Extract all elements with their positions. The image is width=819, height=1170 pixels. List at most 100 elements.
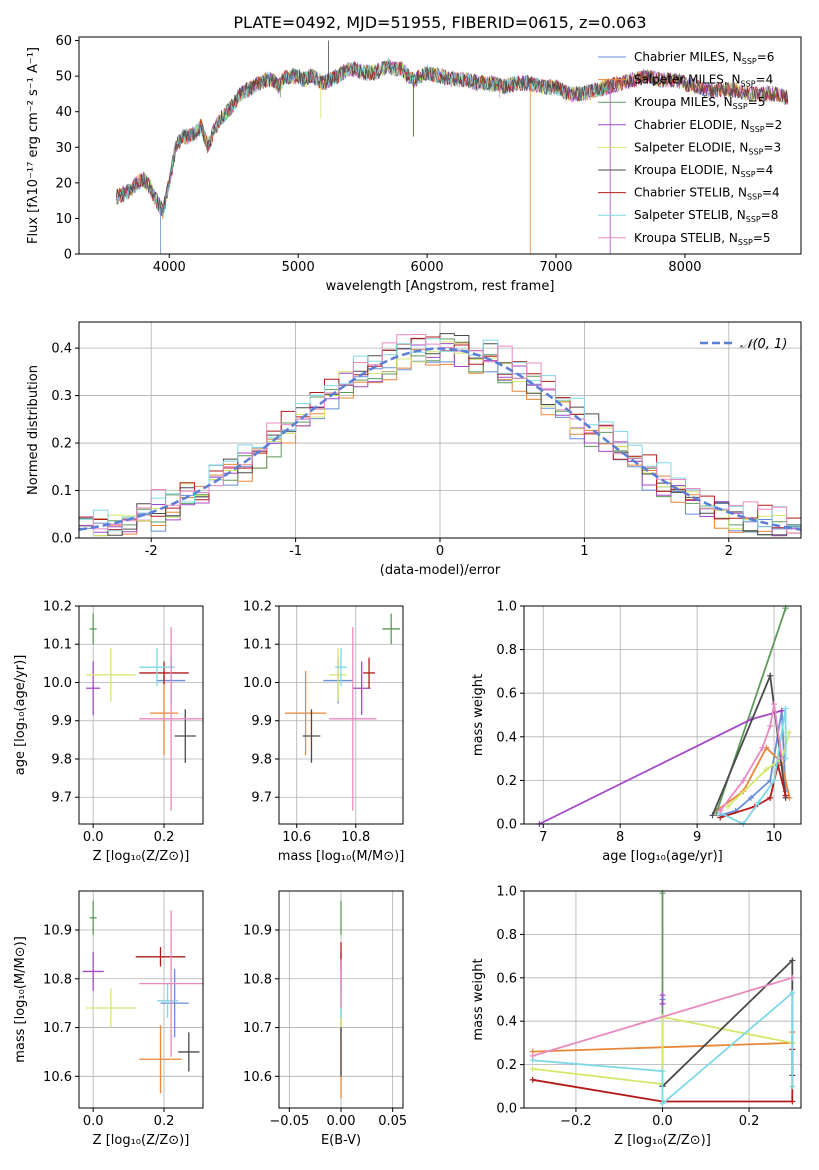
data-point <box>135 947 186 967</box>
legend-label: Kroupa MILES, NSSP=5 <box>634 95 765 111</box>
y-tick-label: 40 <box>55 105 72 120</box>
chart-mass_vs_Z: 0.0 0.2 10.6 10.7 10.8 10.9 Z [log₁₀(Z/Z⊙)] mas… <box>13 890 204 1148</box>
data-point <box>86 988 136 1028</box>
x-tick-label: 0 <box>436 544 444 559</box>
axes-frame <box>278 605 404 825</box>
x-tick-label: 0.2 <box>154 1114 175 1129</box>
legend-suffix: =4 <box>756 73 774 87</box>
data-point <box>86 661 101 715</box>
legend-subscript: SSP <box>742 57 757 66</box>
chart-spectrum: PLATE=0492, MJD=51955, FIBERID=0615, z=0… <box>26 13 802 294</box>
legend-subscript: SSP <box>733 102 748 111</box>
y-tick-label: 9.9 <box>251 714 272 729</box>
y-tick-label: 10.8 <box>243 972 272 987</box>
x-tick-label: -1 <box>289 544 302 559</box>
y-axis-label: mass weight <box>471 958 486 1040</box>
legend-subscript: SSP <box>750 125 765 134</box>
legend-suffix: =5 <box>748 95 766 109</box>
y-tick-label: 10.6 <box>43 1070 72 1085</box>
legend-text: Salpeter STELIB, N <box>634 208 746 222</box>
legend-suffix: =2 <box>765 118 783 132</box>
x-tick-label: 2 <box>725 544 733 559</box>
data-point <box>302 709 321 763</box>
y-tick-label: 0.2 <box>496 774 517 789</box>
y-tick-label: 10.2 <box>243 600 272 615</box>
y-tick-label: 0.6 <box>496 687 517 702</box>
legend-subscript: SSP <box>738 238 753 247</box>
y-axis-label: Flux [fλ10⁻¹⁷ erg cm⁻² s⁻¹ A⁻¹] <box>26 47 41 244</box>
weight-series <box>719 703 783 812</box>
y-tick-label: 10.9 <box>43 924 72 939</box>
y-tick-label: 10.8 <box>43 972 72 987</box>
x-tick-label: 0.0 <box>652 1114 673 1129</box>
axes-frame <box>78 36 802 255</box>
plot-area <box>116 40 789 254</box>
x-tick-label: -2 <box>145 544 158 559</box>
x-tick-label: 0.2 <box>154 830 175 845</box>
y-tick-label: 0.6 <box>496 971 517 986</box>
plot-area <box>536 605 793 827</box>
x-tick-label: 7 <box>539 830 547 845</box>
legend-label: Salpeter MILES, NSSP=4 <box>634 73 773 89</box>
spectrum-line <box>116 60 789 217</box>
legend-suffix: =4 <box>756 163 774 177</box>
y-tick-label: 0.0 <box>496 1102 517 1117</box>
legend-text: Chabrier MILES, N <box>634 50 742 64</box>
y-tick-label: 10.9 <box>243 924 272 939</box>
legend-text: Salpeter MILES, N <box>634 73 741 87</box>
chart-residuals: 𝒩(0, 1) -2 -1 0 1 2 0.0 0.1 0.2 0.3 0.4 (data-model… <box>26 321 802 578</box>
chart-title: PLATE=0492, MJD=51955, FIBERID=0615, z=0… <box>233 13 646 32</box>
legend-suffix: =6 <box>757 50 775 64</box>
y-tick-label: 0.4 <box>51 342 72 357</box>
y-tick-label: 9.8 <box>251 752 272 767</box>
legend-label: Salpeter STELIB, NSSP=8 <box>634 208 778 224</box>
y-tick-label: 10.7 <box>43 1021 72 1036</box>
y-tick-label: 0.0 <box>496 818 517 833</box>
legend-text: Kroupa STELIB, N <box>634 231 738 245</box>
chart-mass_weight_vs_age: 7 8 9 10 0.0 0.2 0.4 0.6 0.8 1.0 age [log₁₀(age/yr… <box>471 600 802 864</box>
chart-mass_weight_vs_Z: −0.2 0.0 0.2 0.0 0.2 0.4 0.6 0.8 1.0 Z [log₁₀(Z/Z… <box>471 885 802 1148</box>
y-tick-label: 0.2 <box>51 437 72 452</box>
x-tick-label: 10.6 <box>282 830 311 845</box>
y-tick-label: 10.0 <box>243 676 272 691</box>
y-tick-label: 1.0 <box>496 885 517 900</box>
x-tick-label: 0.0 <box>83 830 104 845</box>
legend-label: Chabrier MILES, NSSP=6 <box>634 50 774 66</box>
y-tick-label: 50 <box>55 70 72 85</box>
data-point <box>149 671 179 756</box>
legend-suffix: =4 <box>762 186 780 200</box>
legend-label: Kroupa STELIB, NSSP=5 <box>634 231 771 247</box>
x-tick-label: 0.2 <box>739 1114 760 1129</box>
legend-subscript: SSP <box>741 170 756 179</box>
y-tick-label: 10.6 <box>243 1070 272 1085</box>
x-axis-label: E(B-V) <box>321 1133 361 1148</box>
chart-age_vs_Z: 0.0 0.2 9.7 9.8 9.9 10.0 10.1 10.2 Z [log₁₀(Z/Z⊙… <box>13 600 204 864</box>
data-point <box>160 969 189 1038</box>
legend-suffix: =8 <box>761 208 779 222</box>
data-point <box>139 910 203 1057</box>
x-axis-label: mass [log₁₀(M/M⊙)] <box>278 849 405 864</box>
y-tick-label: 0.0 <box>51 532 72 547</box>
y-tick-label: 9.7 <box>251 791 272 806</box>
y-tick-label: 0.4 <box>496 1015 517 1030</box>
y-tick-label: 0.3 <box>51 389 72 404</box>
data-point <box>329 627 377 811</box>
legend-text: Kroupa MILES, N <box>634 95 733 109</box>
y-tick-label: 10 <box>55 212 72 227</box>
legend-subscript: SSP <box>748 147 763 156</box>
x-axis-label: Z [log₁₀(Z/Z⊙)] <box>614 1133 711 1148</box>
y-tick-label: 30 <box>55 141 72 156</box>
plot-area <box>82 900 203 1094</box>
x-tick-label: 8000 <box>668 260 701 275</box>
legend-label: Chabrier STELIB, NSSP=4 <box>634 186 780 202</box>
y-tick-label: 10.2 <box>43 600 72 615</box>
data-point <box>174 709 196 763</box>
plot-area <box>86 613 203 811</box>
x-tick-label: 7000 <box>539 260 572 275</box>
legend-label: 𝒩(0, 1) <box>740 337 787 352</box>
x-tick-label: 0.00 <box>327 1114 356 1129</box>
y-tick-label: 10.0 <box>43 676 72 691</box>
y-tick-label: 0 <box>64 248 72 263</box>
legend-text: Chabrier STELIB, N <box>634 186 747 200</box>
